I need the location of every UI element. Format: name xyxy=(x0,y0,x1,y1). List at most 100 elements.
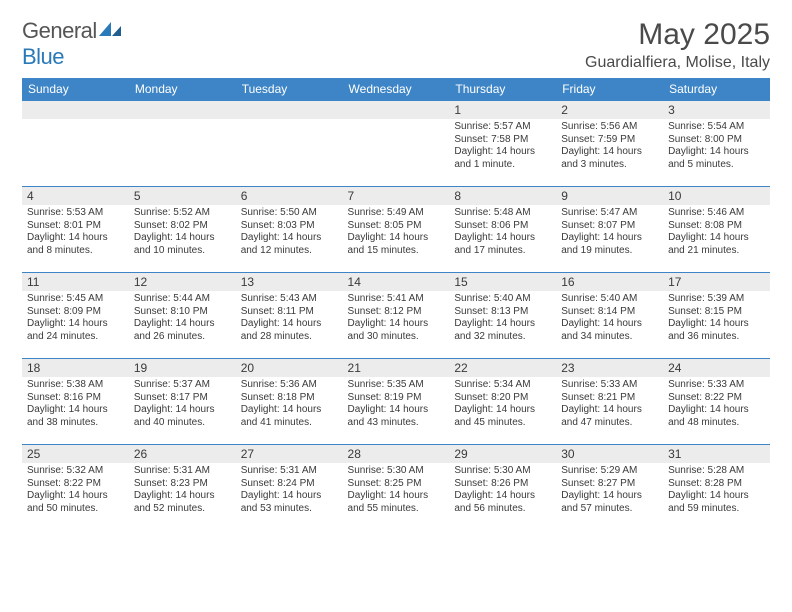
logo-sail-icon xyxy=(97,18,123,43)
sunrise-line: Sunrise: 5:33 AM xyxy=(668,379,765,392)
calendar-cell: 13Sunrise: 5:43 AMSunset: 8:11 PMDayligh… xyxy=(236,273,343,359)
daylight-line: Daylight: 14 hours and 59 minutes. xyxy=(668,490,765,515)
day-number: 24 xyxy=(663,359,770,377)
daylight-line: Daylight: 14 hours and 26 minutes. xyxy=(134,318,231,343)
daylight-line: Daylight: 14 hours and 21 minutes. xyxy=(668,232,765,257)
day-number: 25 xyxy=(22,445,129,463)
day-details: Sunrise: 5:49 AMSunset: 8:05 PMDaylight:… xyxy=(343,205,450,261)
day-details: Sunrise: 5:29 AMSunset: 8:27 PMDaylight:… xyxy=(556,463,663,519)
daylight-line: Daylight: 14 hours and 38 minutes. xyxy=(27,404,124,429)
calendar-cell: 29Sunrise: 5:30 AMSunset: 8:26 PMDayligh… xyxy=(449,445,556,531)
sunrise-line: Sunrise: 5:50 AM xyxy=(241,207,338,220)
sunset-line: Sunset: 8:21 PM xyxy=(561,392,658,405)
sunrise-line: Sunrise: 5:43 AM xyxy=(241,293,338,306)
sunset-line: Sunset: 7:59 PM xyxy=(561,134,658,147)
daylight-line: Daylight: 14 hours and 8 minutes. xyxy=(27,232,124,257)
sunrise-line: Sunrise: 5:31 AM xyxy=(241,465,338,478)
calendar-cell: 25Sunrise: 5:32 AMSunset: 8:22 PMDayligh… xyxy=(22,445,129,531)
daylight-line: Daylight: 14 hours and 1 minute. xyxy=(454,146,551,171)
daylight-line: Daylight: 14 hours and 17 minutes. xyxy=(454,232,551,257)
day-details xyxy=(236,119,343,125)
sunset-line: Sunset: 8:22 PM xyxy=(27,478,124,491)
sunrise-line: Sunrise: 5:45 AM xyxy=(27,293,124,306)
weekday-header: Sunday xyxy=(22,78,129,101)
calendar-cell: 22Sunrise: 5:34 AMSunset: 8:20 PMDayligh… xyxy=(449,359,556,445)
day-number: 31 xyxy=(663,445,770,463)
day-number: 1 xyxy=(449,101,556,119)
calendar-cell: 24Sunrise: 5:33 AMSunset: 8:22 PMDayligh… xyxy=(663,359,770,445)
sunrise-line: Sunrise: 5:31 AM xyxy=(134,465,231,478)
day-number: 4 xyxy=(22,187,129,205)
day-number: 15 xyxy=(449,273,556,291)
day-details: Sunrise: 5:33 AMSunset: 8:22 PMDaylight:… xyxy=(663,377,770,433)
daylight-line: Daylight: 14 hours and 43 minutes. xyxy=(348,404,445,429)
daylight-line: Daylight: 14 hours and 3 minutes. xyxy=(561,146,658,171)
day-details: Sunrise: 5:38 AMSunset: 8:16 PMDaylight:… xyxy=(22,377,129,433)
sunset-line: Sunset: 8:01 PM xyxy=(27,220,124,233)
calendar-week-row: 25Sunrise: 5:32 AMSunset: 8:22 PMDayligh… xyxy=(22,445,770,531)
calendar-cell: 27Sunrise: 5:31 AMSunset: 8:24 PMDayligh… xyxy=(236,445,343,531)
day-number: 16 xyxy=(556,273,663,291)
calendar-cell: 11Sunrise: 5:45 AMSunset: 8:09 PMDayligh… xyxy=(22,273,129,359)
calendar-cell: 5Sunrise: 5:52 AMSunset: 8:02 PMDaylight… xyxy=(129,187,236,273)
day-number: 26 xyxy=(129,445,236,463)
calendar-cell: 3Sunrise: 5:54 AMSunset: 8:00 PMDaylight… xyxy=(663,101,770,187)
day-number: 10 xyxy=(663,187,770,205)
day-number: 23 xyxy=(556,359,663,377)
day-details: Sunrise: 5:41 AMSunset: 8:12 PMDaylight:… xyxy=(343,291,450,347)
calendar-cell: 30Sunrise: 5:29 AMSunset: 8:27 PMDayligh… xyxy=(556,445,663,531)
day-number xyxy=(343,101,450,119)
calendar-cell: 28Sunrise: 5:30 AMSunset: 8:25 PMDayligh… xyxy=(343,445,450,531)
weekday-header: Thursday xyxy=(449,78,556,101)
calendar-cell: 17Sunrise: 5:39 AMSunset: 8:15 PMDayligh… xyxy=(663,273,770,359)
day-number xyxy=(236,101,343,119)
day-number: 30 xyxy=(556,445,663,463)
sunset-line: Sunset: 8:00 PM xyxy=(668,134,765,147)
calendar-page: General Blue May 2025 Guardialfiera, Mol… xyxy=(0,0,792,541)
header: General Blue May 2025 Guardialfiera, Mol… xyxy=(22,18,770,72)
sunrise-line: Sunrise: 5:35 AM xyxy=(348,379,445,392)
sunset-line: Sunset: 7:58 PM xyxy=(454,134,551,147)
calendar-week-row: 4Sunrise: 5:53 AMSunset: 8:01 PMDaylight… xyxy=(22,187,770,273)
sunset-line: Sunset: 8:10 PM xyxy=(134,306,231,319)
daylight-line: Daylight: 14 hours and 40 minutes. xyxy=(134,404,231,429)
day-details: Sunrise: 5:50 AMSunset: 8:03 PMDaylight:… xyxy=(236,205,343,261)
sunset-line: Sunset: 8:12 PM xyxy=(348,306,445,319)
sunrise-line: Sunrise: 5:30 AM xyxy=(454,465,551,478)
day-number: 7 xyxy=(343,187,450,205)
day-number: 13 xyxy=(236,273,343,291)
sunset-line: Sunset: 8:13 PM xyxy=(454,306,551,319)
day-number: 17 xyxy=(663,273,770,291)
logo-word1: General xyxy=(22,18,97,43)
daylight-line: Daylight: 14 hours and 41 minutes. xyxy=(241,404,338,429)
calendar-cell: 9Sunrise: 5:47 AMSunset: 8:07 PMDaylight… xyxy=(556,187,663,273)
sunset-line: Sunset: 8:24 PM xyxy=(241,478,338,491)
day-number: 11 xyxy=(22,273,129,291)
sunset-line: Sunset: 8:03 PM xyxy=(241,220,338,233)
location: Guardialfiera, Molise, Italy xyxy=(585,54,770,72)
day-number: 29 xyxy=(449,445,556,463)
daylight-line: Daylight: 14 hours and 56 minutes. xyxy=(454,490,551,515)
daylight-line: Daylight: 14 hours and 45 minutes. xyxy=(454,404,551,429)
sunset-line: Sunset: 8:15 PM xyxy=(668,306,765,319)
calendar-cell: 18Sunrise: 5:38 AMSunset: 8:16 PMDayligh… xyxy=(22,359,129,445)
sunrise-line: Sunrise: 5:36 AM xyxy=(241,379,338,392)
sunrise-line: Sunrise: 5:34 AM xyxy=(454,379,551,392)
sunset-line: Sunset: 8:14 PM xyxy=(561,306,658,319)
daylight-line: Daylight: 14 hours and 30 minutes. xyxy=(348,318,445,343)
day-details: Sunrise: 5:53 AMSunset: 8:01 PMDaylight:… xyxy=(22,205,129,261)
daylight-line: Daylight: 14 hours and 48 minutes. xyxy=(668,404,765,429)
day-number: 2 xyxy=(556,101,663,119)
sunset-line: Sunset: 8:07 PM xyxy=(561,220,658,233)
day-details: Sunrise: 5:47 AMSunset: 8:07 PMDaylight:… xyxy=(556,205,663,261)
logo: General Blue xyxy=(22,18,123,70)
day-details: Sunrise: 5:43 AMSunset: 8:11 PMDaylight:… xyxy=(236,291,343,347)
sunrise-line: Sunrise: 5:47 AM xyxy=(561,207,658,220)
day-details xyxy=(129,119,236,125)
daylight-line: Daylight: 14 hours and 28 minutes. xyxy=(241,318,338,343)
calendar-cell: 7Sunrise: 5:49 AMSunset: 8:05 PMDaylight… xyxy=(343,187,450,273)
day-details: Sunrise: 5:56 AMSunset: 7:59 PMDaylight:… xyxy=(556,119,663,175)
sunrise-line: Sunrise: 5:49 AM xyxy=(348,207,445,220)
day-number: 9 xyxy=(556,187,663,205)
sunrise-line: Sunrise: 5:39 AM xyxy=(668,293,765,306)
